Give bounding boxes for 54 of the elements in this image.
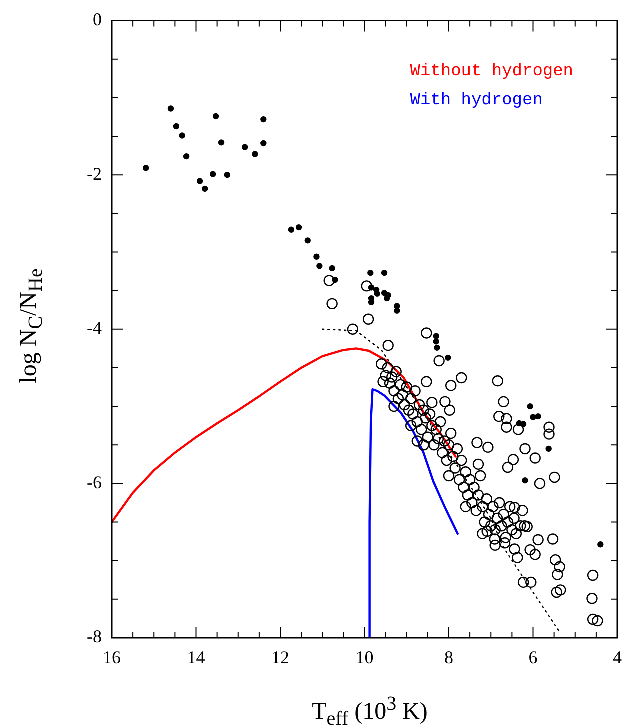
y-tick-label: -2 [87, 164, 102, 184]
point [314, 254, 320, 260]
point [143, 165, 150, 172]
point [212, 113, 220, 120]
x-tick-label: 4 [613, 648, 622, 668]
point [224, 172, 231, 178]
x-tick-label: 16 [103, 648, 121, 668]
point [433, 333, 440, 340]
point [329, 265, 336, 272]
point [183, 153, 190, 160]
point [433, 338, 440, 345]
x-tick-label: 6 [528, 648, 538, 668]
point [218, 140, 225, 146]
text: With hydrogen [410, 91, 543, 110]
point [168, 106, 174, 112]
x-tick-label: 14 [187, 648, 206, 668]
point [202, 186, 208, 192]
x-tick-label: 10 [356, 648, 374, 668]
point [374, 290, 380, 298]
point [332, 276, 338, 284]
point [210, 171, 216, 178]
point [296, 224, 302, 231]
point [173, 123, 180, 130]
point [316, 263, 323, 270]
point [288, 226, 295, 233]
point [522, 478, 528, 484]
point [381, 270, 388, 276]
point [530, 414, 536, 420]
point [252, 151, 258, 158]
x-tick-label: 12 [272, 648, 290, 668]
point [368, 270, 374, 276]
point [260, 116, 267, 123]
point [535, 413, 542, 420]
point [527, 403, 534, 410]
x-tick-label: 8 [444, 648, 454, 668]
point [242, 144, 248, 150]
point [445, 354, 452, 362]
point [179, 132, 186, 139]
point [520, 421, 527, 428]
point [260, 140, 267, 147]
point [196, 178, 204, 184]
point [368, 299, 375, 306]
point [546, 446, 552, 452]
point [384, 295, 390, 302]
point [434, 344, 440, 352]
y-tick-label: -4 [87, 318, 102, 338]
x-axis-title: T$_{eff}$ (10$^{3}$ K) [312, 693, 428, 728]
point [304, 238, 311, 244]
point [368, 284, 375, 291]
y-tick-label: -6 [87, 472, 102, 492]
y-tick-label: -8 [87, 626, 102, 647]
y-tick-label: 0 [93, 10, 102, 30]
point [598, 542, 604, 548]
text: Without hydrogen [410, 62, 574, 82]
